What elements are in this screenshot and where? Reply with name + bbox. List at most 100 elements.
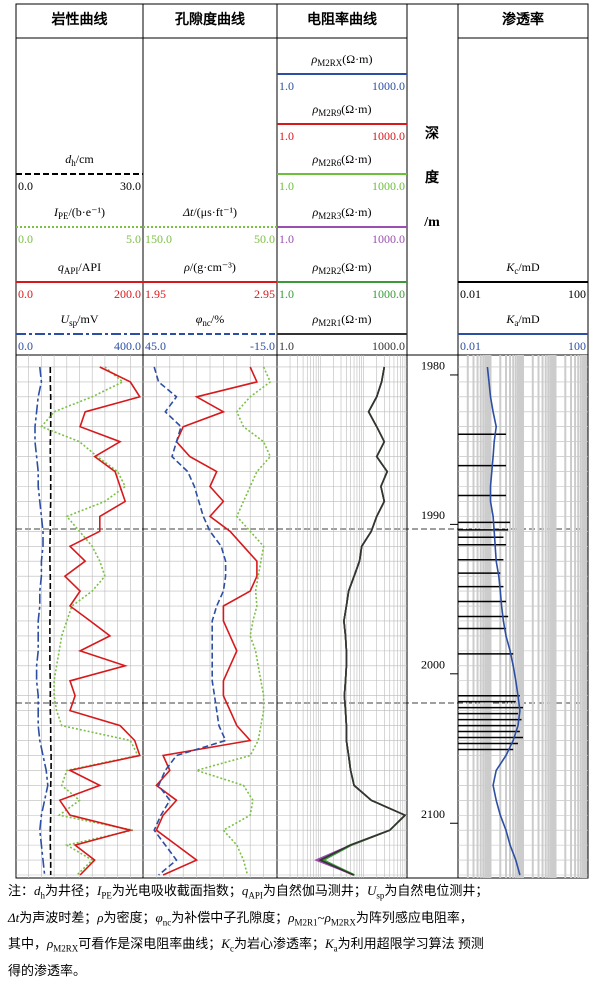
legend-symbol: K: [505, 260, 515, 274]
note-text: q: [241, 883, 249, 898]
legend-label: ρM2RX(Ω·m): [310, 52, 372, 68]
legend-sub: M2R3: [318, 211, 342, 221]
legend-unit: /%: [211, 312, 224, 326]
log-curve: [34, 366, 49, 876]
legend-label: dh/cm: [65, 152, 94, 168]
legend-label: ρM2R3(Ω·m): [311, 205, 371, 221]
legend-label: Ka/mD: [505, 312, 540, 328]
scale-label: 0.0: [18, 287, 33, 301]
scale-label: 400.0: [114, 339, 141, 353]
y-tick-label: 1990: [421, 508, 445, 522]
note-text: 为密度；: [103, 909, 156, 925]
legend-unit: (Ω·m): [341, 312, 371, 326]
note-text: ρ: [47, 936, 54, 952]
legend-symbol: ρ: [311, 260, 318, 274]
note-text: sp: [376, 890, 385, 901]
legend-sub: c: [514, 266, 518, 276]
legend-unit: /(g·cm⁻³): [190, 260, 236, 274]
note: 注：dh为井径；IPE为光电吸收截面指数；qAPI为自然伽马测井；Usp为自然电…: [8, 880, 586, 982]
scale-label: 1000.0: [372, 232, 405, 246]
legend-unit: /(μs·ft⁻¹): [193, 205, 237, 219]
chart: 岩性曲线 dh/cm 0.0 30.0 IPE/(b·e⁻¹) 0.0 5.0 qAPI/AP…: [15, 3, 589, 879]
note-line: 得的渗透率。: [8, 960, 586, 982]
log-curve: [49, 367, 52, 875]
note-text: 为利用超限学习算法 预测: [337, 936, 484, 952]
legend-unit: /mD: [518, 260, 540, 274]
note-text: 可看作是深电阻率曲线；: [78, 936, 222, 952]
legend-symbol: ρ: [311, 312, 318, 326]
legend-sub: sp: [69, 318, 78, 328]
log-curve: [58, 366, 142, 876]
note-text: h: [40, 890, 46, 901]
scale-label: 100: [568, 339, 586, 353]
legend-sub: M2R1: [318, 318, 341, 328]
scale-label: 1.0: [279, 179, 294, 193]
scale-label: 1.0: [279, 339, 294, 353]
marker-lines: [16, 528, 588, 704]
scale-label: 1.0: [279, 79, 294, 93]
scale-label: 1000.0: [372, 129, 405, 143]
note-line: 其中，ρM2RX可看作是深电阻率曲线；Kc为岩心渗透率；Ka为利用超限学习算法 …: [8, 933, 586, 960]
scale-label: 1000.0: [372, 79, 405, 93]
depth-title: 度: [425, 169, 440, 186]
note-text: 为井径；: [45, 883, 98, 898]
depth-title: /m: [423, 215, 440, 230]
legend-unit: /API: [78, 260, 101, 274]
note-text: Δt: [8, 909, 20, 925]
scale-label: 150.0: [145, 232, 172, 246]
legend-symbol: ρ: [311, 205, 318, 219]
depth-title: 深: [425, 125, 439, 142]
note-text: K: [221, 936, 230, 952]
legend-symbol: φ: [196, 312, 203, 326]
note-text: M2RX: [330, 917, 356, 928]
note-text: ρ: [288, 909, 295, 925]
legend-sub: a: [514, 318, 518, 328]
scale-label: -15.0: [250, 339, 275, 353]
note-text: M2R1: [294, 917, 318, 928]
note-text: 为阵列感应电阻率，: [355, 909, 473, 925]
legend-symbol: q: [58, 260, 64, 274]
log-curve: [318, 366, 407, 876]
legend-unit: /mV: [77, 312, 99, 326]
scale-label: 5.0: [126, 232, 141, 246]
scale-label: 1.95: [145, 287, 166, 301]
legend-symbol: Δt: [182, 205, 194, 219]
note-text: ρ: [97, 909, 104, 925]
y-tick-label: 2100: [421, 807, 445, 821]
scale-label: 30.0: [120, 179, 141, 193]
track-title: 孔隙度曲线: [175, 11, 245, 28]
note-text: API: [248, 890, 263, 901]
track-title: 岩性曲线: [51, 11, 108, 28]
legend-symbol: ρ: [183, 260, 190, 274]
legend-symbol: U: [60, 312, 70, 326]
legend-unit: (Ω·m): [341, 260, 371, 274]
legend-symbol: I: [53, 205, 59, 219]
legend-label: ρM2R9(Ω·m): [311, 102, 371, 118]
note-line: Δt为声波时差；ρ为密度；φnc为补偿中子孔隙度；ρM2R1~ρM2RX为阵列感…: [8, 907, 586, 934]
y-tick-label: 1980: [421, 359, 445, 373]
note-text: PE: [101, 890, 112, 901]
legend-label: φnc/%: [196, 312, 224, 328]
legend-unit: /cm: [76, 152, 95, 166]
track-title: 电阻率曲线: [307, 11, 377, 28]
track-title: 渗透率: [502, 11, 544, 28]
note-line: 注：dh为井径；IPE为光电吸收截面指数；qAPI为自然伽马测井；Usp为自然电…: [8, 880, 586, 907]
note-text: ~: [317, 909, 325, 925]
legend-sub: h: [71, 158, 76, 168]
legend-symbol: K: [505, 312, 515, 326]
legend-unit: (Ω·m): [341, 205, 371, 219]
legend-unit: (Ω·m): [341, 152, 371, 166]
scale-label: 1000.0: [372, 339, 405, 353]
legend-sub: M2R2: [318, 266, 341, 276]
legend-symbol: ρ: [310, 52, 317, 66]
legend-sub: nc: [202, 318, 211, 328]
note-text: 为岩心渗透率；: [233, 936, 325, 952]
note-text: nc: [162, 917, 172, 928]
note-text: 为补偿中子孔隙度；: [171, 909, 289, 925]
legend-label: ρ/(g·cm⁻³): [183, 260, 236, 274]
scale-label: 0.0: [18, 232, 33, 246]
legend-sub: M2R6: [318, 158, 342, 168]
log-curve: [193, 366, 272, 876]
grid: [16, 355, 588, 878]
legend-unit: (Ω·m): [341, 102, 371, 116]
